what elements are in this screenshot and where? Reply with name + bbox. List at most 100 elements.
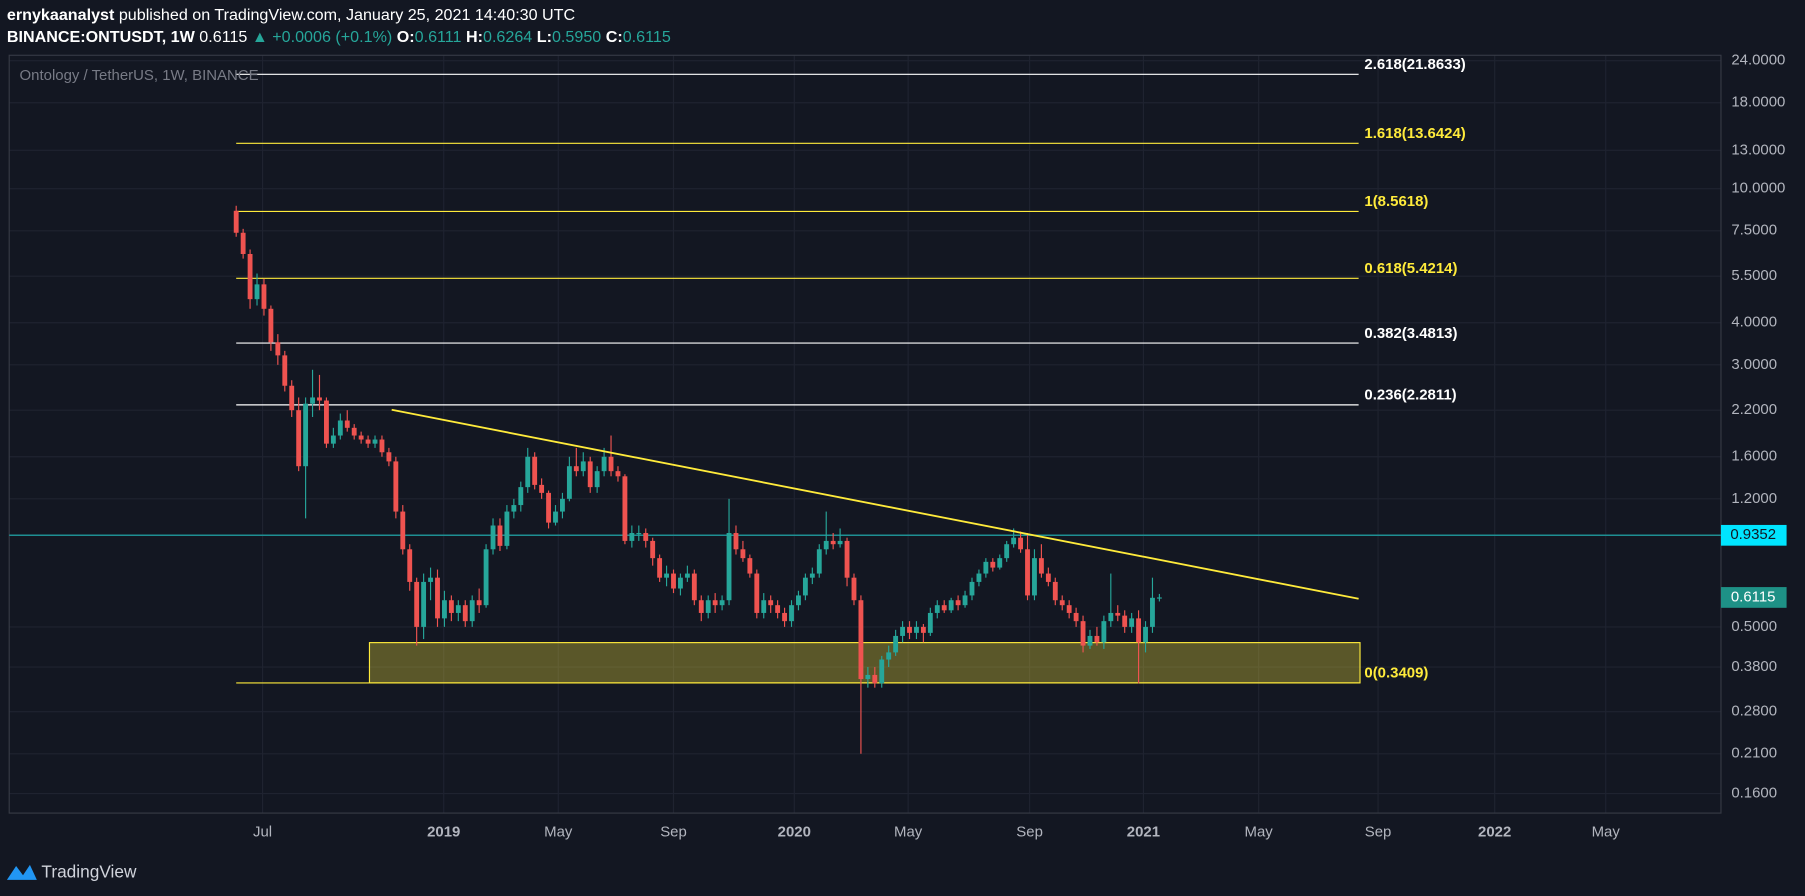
trend-line	[391, 408, 1359, 600]
candle-body	[948, 600, 954, 611]
open-value: 0.6111	[415, 28, 462, 46]
candle-body	[712, 600, 718, 606]
candle-body	[747, 558, 753, 574]
candle-body	[317, 397, 322, 401]
candle-body	[442, 600, 447, 619]
candle-body	[664, 573, 669, 578]
candle-body	[1101, 621, 1107, 643]
x-tick-label: 2020	[778, 824, 811, 841]
candle-body	[809, 573, 815, 578]
candle-body	[324, 400, 329, 444]
y-tick-label: 7.5000	[1731, 222, 1777, 239]
fib-label: 0.236(2.2811)	[1364, 387, 1456, 404]
candle-body	[504, 511, 510, 546]
candle-body	[622, 476, 628, 541]
candle-body	[816, 549, 822, 574]
candle-body	[886, 652, 892, 660]
candle-body	[296, 410, 302, 467]
header-line-2: BINANCE:ONTUSDT, 1W 0.6115 ▲ +0.0006 (+0…	[7, 28, 671, 46]
x-tick-label: Jul	[253, 824, 272, 841]
symbol: BINANCE:ONTUSDT, 1W	[7, 28, 196, 46]
candle-body	[532, 456, 538, 485]
fib-label: 0.382(3.4813)	[1364, 325, 1457, 342]
brand[interactable]: TradingView	[41, 862, 137, 882]
candle-body	[1156, 597, 1162, 599]
low-value: 0.5950	[552, 28, 601, 46]
candle-body	[566, 466, 572, 499]
candle-body	[330, 435, 336, 444]
candle-body	[802, 577, 808, 596]
candle-body	[594, 471, 600, 488]
x-tick-label: May	[894, 824, 923, 841]
candle-body	[636, 533, 642, 535]
price: 0.6115	[199, 28, 247, 46]
candle-body	[428, 577, 433, 582]
high-value: 0.6264	[483, 28, 532, 46]
brand-logo	[6, 864, 37, 880]
candle-body	[858, 600, 864, 680]
candle-body	[893, 635, 899, 653]
candle-body	[733, 533, 739, 550]
candle-body	[643, 533, 649, 541]
axes: 24.0000 18.0000 13.0000 10.0000 7.5000 5.5000…	[253, 52, 1787, 841]
candle-body	[969, 581, 975, 596]
candle-body	[469, 600, 475, 622]
candle-body	[900, 626, 906, 636]
price-label-box	[1720, 587, 1787, 608]
candle-body	[344, 420, 350, 428]
candle-body	[233, 210, 239, 233]
candle-body	[546, 492, 551, 523]
y-tick-label: 0.2800	[1731, 703, 1777, 720]
candle-body	[1018, 537, 1024, 550]
candle-body	[754, 573, 760, 613]
candle-body	[1143, 626, 1148, 643]
candle-body	[448, 600, 454, 613]
y-tick-label: 1.2000	[1731, 490, 1777, 507]
candle-body	[365, 439, 371, 444]
candle-body	[671, 573, 676, 589]
y-tick-label: 0.5000	[1731, 618, 1777, 635]
candle-body	[768, 600, 774, 606]
close-label: C:	[606, 28, 623, 46]
y-tick-label: 0.3800	[1731, 658, 1777, 675]
candle-body	[726, 533, 732, 601]
high-label: H:	[466, 28, 483, 46]
candle-body	[823, 540, 829, 550]
logo-icon	[6, 864, 37, 880]
candle-body	[879, 659, 885, 684]
candle-body	[1038, 558, 1044, 574]
candle-body	[678, 577, 683, 589]
y-tick-label: 10.0000	[1731, 180, 1785, 197]
candle-body	[414, 581, 420, 627]
fib-label: 0.618(5.4214)	[1364, 260, 1457, 277]
candle-body	[1011, 537, 1017, 545]
candle-body	[962, 595, 968, 606]
candle-body	[539, 484, 545, 493]
candle-body	[698, 600, 704, 613]
candle-body	[497, 525, 503, 546]
candle-body	[955, 600, 961, 606]
candle-body	[560, 498, 565, 512]
plot: 2.618(21.8633) 1.618(13.6424) 1(8.5618) 0.6…	[9, 56, 1721, 754]
candle-body	[1080, 621, 1086, 646]
candle-body	[851, 577, 857, 601]
chart-legend: Ontology / TetherUS, 1W, BINANCE	[20, 67, 259, 84]
candle-body	[282, 355, 288, 386]
candle-body	[782, 612, 787, 622]
candle-body	[1073, 612, 1079, 622]
candle-body	[289, 385, 295, 411]
candle-body	[1025, 549, 1030, 596]
candle-body	[476, 600, 482, 606]
candle-body	[303, 403, 309, 467]
candle-body	[386, 452, 392, 462]
candle-body	[511, 505, 517, 512]
y-tick-label: 2.2000	[1731, 401, 1777, 418]
candle-body	[1136, 618, 1142, 643]
x-tick-label: Sep	[660, 824, 687, 841]
candle-body	[1066, 605, 1072, 613]
y-tick-label: 24.0000	[1731, 52, 1785, 69]
candle-body	[1059, 600, 1065, 606]
candle-body	[1115, 612, 1121, 616]
candle-body	[907, 626, 912, 633]
